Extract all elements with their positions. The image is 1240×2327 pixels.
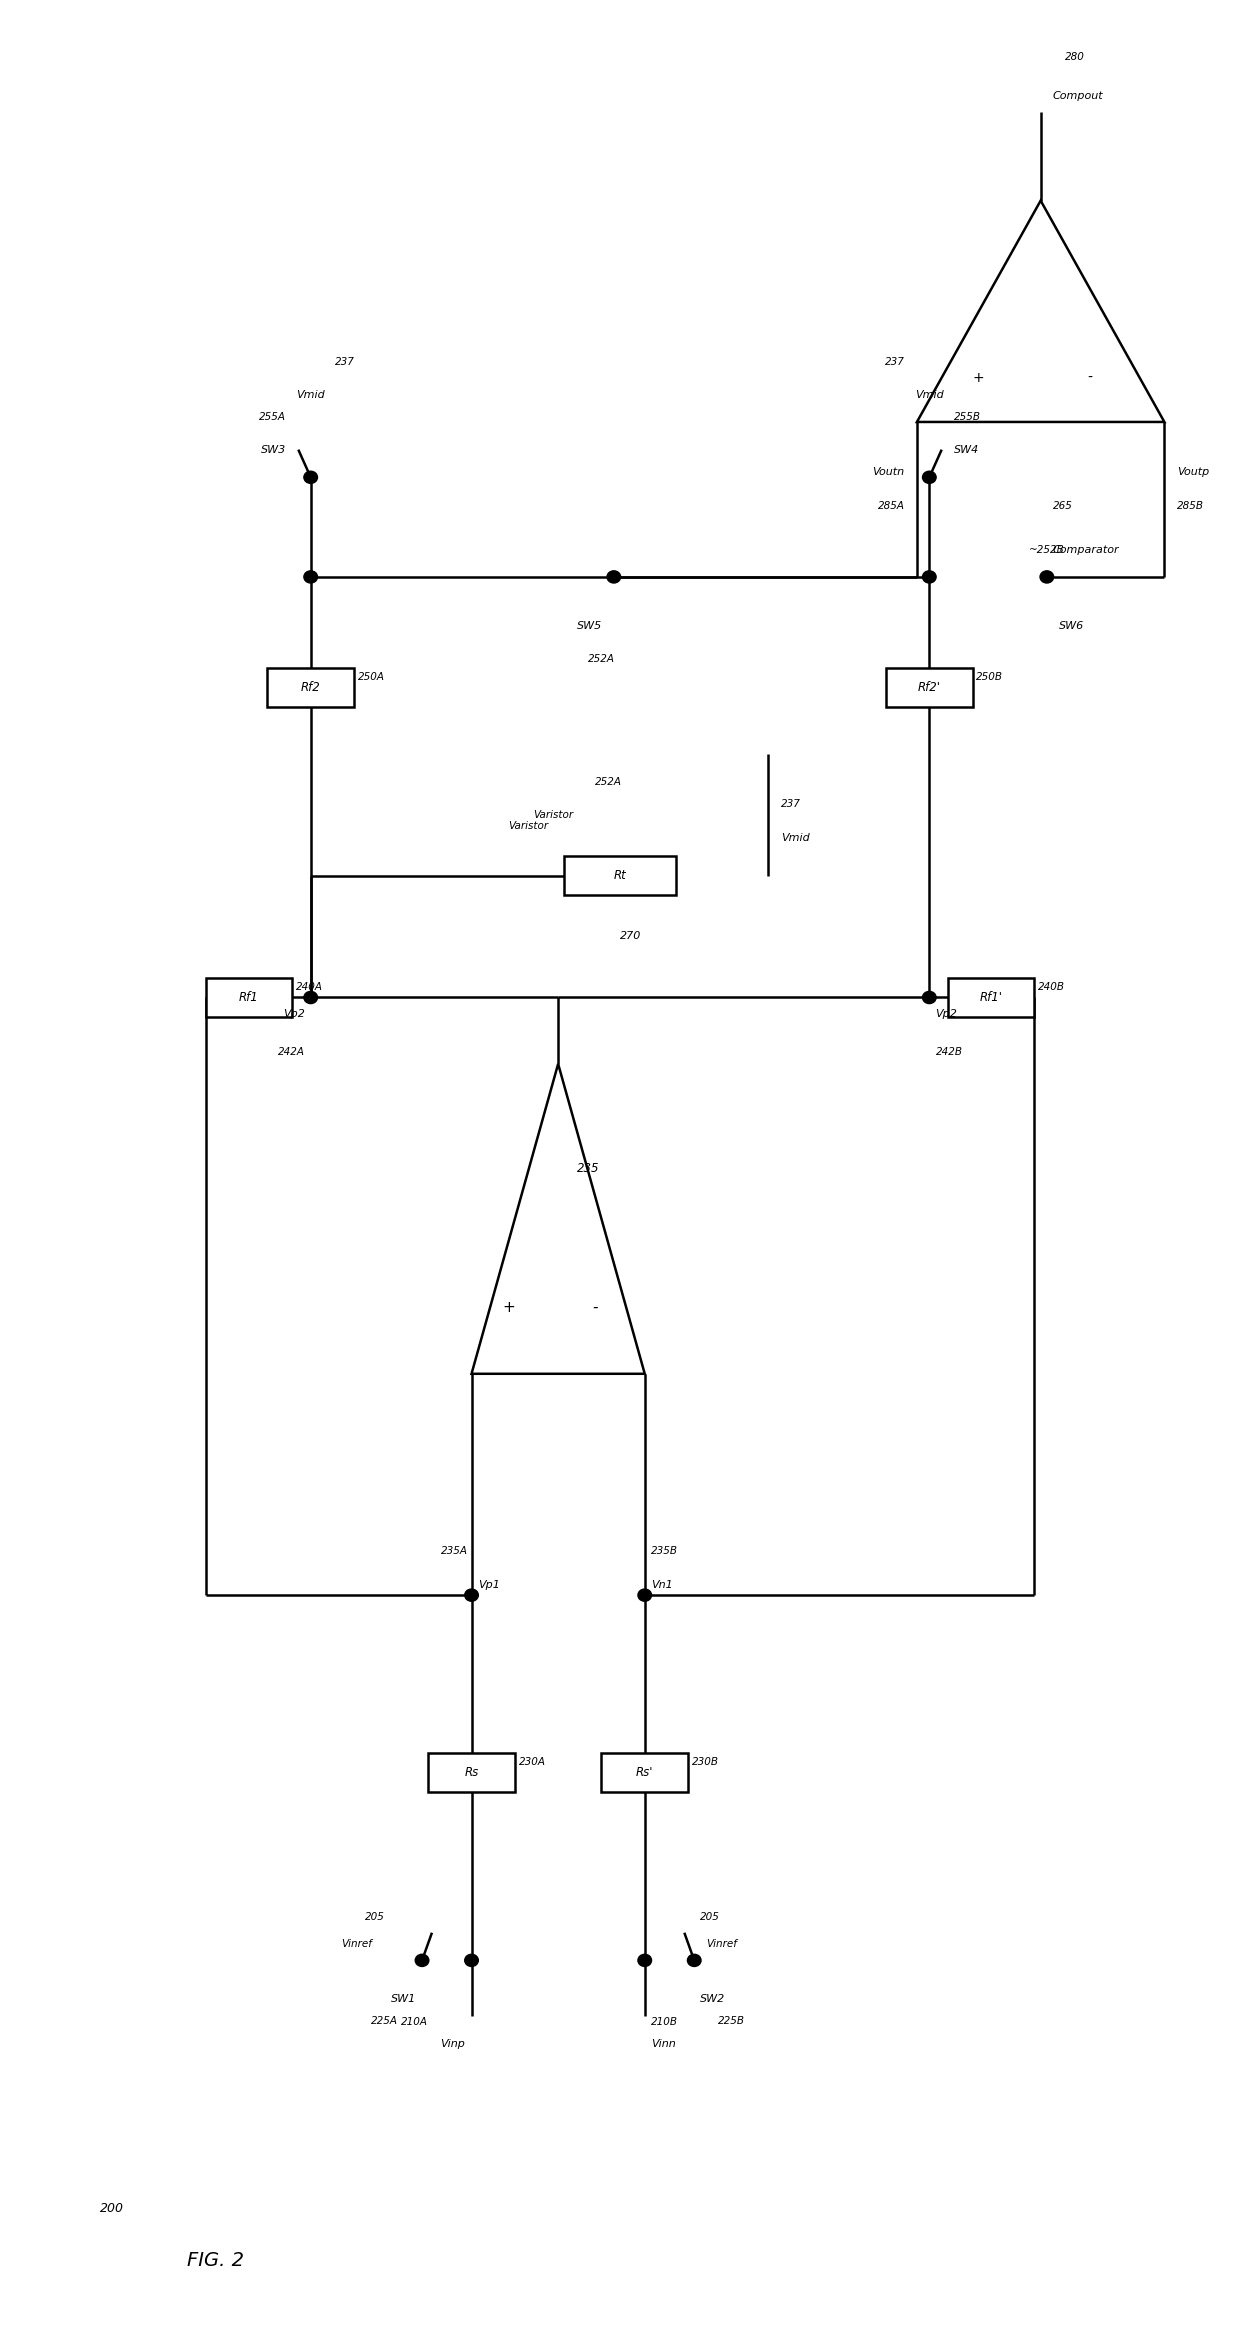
Circle shape bbox=[923, 570, 936, 584]
Circle shape bbox=[637, 1589, 651, 1601]
Text: Vinref: Vinref bbox=[342, 1938, 372, 1950]
Text: 265: 265 bbox=[1053, 500, 1073, 510]
Text: 242A: 242A bbox=[278, 1047, 305, 1056]
Circle shape bbox=[637, 1955, 651, 1966]
Text: Vp2: Vp2 bbox=[283, 1008, 305, 1019]
Circle shape bbox=[304, 991, 317, 1003]
Text: 230B: 230B bbox=[692, 1757, 719, 1766]
Text: Vinp: Vinp bbox=[440, 2038, 465, 2048]
Text: 235A: 235A bbox=[441, 1547, 467, 1557]
Text: Rf1: Rf1 bbox=[239, 991, 259, 1003]
Text: 225A: 225A bbox=[372, 2015, 398, 2027]
Circle shape bbox=[923, 991, 936, 1003]
Text: 250B: 250B bbox=[976, 673, 1003, 682]
Text: -: - bbox=[593, 1301, 598, 1315]
Text: 205: 205 bbox=[701, 1913, 720, 1922]
Text: 235B: 235B bbox=[651, 1547, 678, 1557]
Text: Vn1: Vn1 bbox=[651, 1580, 672, 1589]
Text: Vp2: Vp2 bbox=[935, 1008, 957, 1019]
Text: Rf2: Rf2 bbox=[301, 682, 321, 693]
Text: 240A: 240A bbox=[296, 982, 322, 991]
Text: 237: 237 bbox=[336, 356, 356, 368]
Circle shape bbox=[304, 570, 317, 584]
Text: Vinn: Vinn bbox=[651, 2038, 676, 2048]
Text: Varistor: Varistor bbox=[508, 821, 549, 831]
Text: 200: 200 bbox=[100, 2201, 124, 2215]
Text: Comparator: Comparator bbox=[1053, 545, 1120, 554]
Circle shape bbox=[304, 470, 317, 484]
Text: SW2: SW2 bbox=[701, 1994, 725, 2004]
Text: FIG. 2: FIG. 2 bbox=[187, 2250, 244, 2271]
Polygon shape bbox=[471, 1063, 645, 1373]
Circle shape bbox=[465, 1955, 479, 1966]
Text: SW3: SW3 bbox=[260, 444, 286, 456]
Text: SW1: SW1 bbox=[391, 1994, 417, 2004]
Text: +: + bbox=[973, 370, 985, 384]
Text: Vmid: Vmid bbox=[915, 391, 944, 400]
Bar bbox=[564, 856, 676, 896]
Text: -: - bbox=[1087, 370, 1092, 384]
Text: 210A: 210A bbox=[402, 2018, 428, 2027]
Text: Vinref: Vinref bbox=[707, 1938, 738, 1950]
Text: 237: 237 bbox=[884, 356, 904, 368]
Text: Rs': Rs' bbox=[636, 1766, 653, 1778]
Text: Rt: Rt bbox=[614, 870, 626, 882]
Text: Voutp: Voutp bbox=[1177, 468, 1209, 477]
Text: 242B: 242B bbox=[935, 1047, 962, 1056]
Text: 205: 205 bbox=[365, 1913, 384, 1922]
Text: Vmid: Vmid bbox=[296, 391, 325, 400]
Text: 252A: 252A bbox=[588, 654, 615, 666]
Text: 240B: 240B bbox=[1038, 982, 1065, 991]
Polygon shape bbox=[916, 200, 1164, 421]
Text: SW4: SW4 bbox=[954, 444, 980, 456]
Text: 210B: 210B bbox=[651, 2018, 678, 2027]
Bar bbox=[887, 668, 972, 707]
Bar bbox=[601, 1752, 688, 1792]
Bar bbox=[268, 668, 353, 707]
Text: Rf2': Rf2' bbox=[918, 682, 941, 693]
Bar bbox=[206, 977, 293, 1017]
Text: Compout: Compout bbox=[1053, 91, 1104, 100]
Text: 270: 270 bbox=[620, 931, 641, 940]
Circle shape bbox=[1040, 570, 1054, 584]
Text: 235: 235 bbox=[577, 1161, 599, 1175]
Text: 280: 280 bbox=[1065, 51, 1085, 63]
Text: Varistor: Varistor bbox=[533, 810, 574, 821]
Circle shape bbox=[465, 1589, 479, 1601]
Text: 252A: 252A bbox=[595, 777, 622, 787]
Text: Rs: Rs bbox=[465, 1766, 479, 1778]
Text: 250A: 250A bbox=[357, 673, 384, 682]
Text: 225B: 225B bbox=[718, 2015, 745, 2027]
Circle shape bbox=[923, 470, 936, 484]
Text: +: + bbox=[502, 1301, 515, 1315]
Circle shape bbox=[415, 1955, 429, 1966]
Text: Rf1': Rf1' bbox=[980, 991, 1003, 1003]
Bar bbox=[947, 977, 1034, 1017]
Text: 285A: 285A bbox=[878, 500, 904, 510]
Text: 285B: 285B bbox=[1177, 500, 1204, 510]
Text: ~252B: ~252B bbox=[1029, 545, 1065, 554]
Text: Vmid: Vmid bbox=[781, 833, 810, 842]
Text: SW5: SW5 bbox=[577, 621, 601, 631]
Circle shape bbox=[687, 1955, 701, 1966]
Text: SW6: SW6 bbox=[1059, 621, 1084, 631]
Text: 230A: 230A bbox=[518, 1757, 546, 1766]
Circle shape bbox=[608, 570, 620, 584]
Text: 255A: 255A bbox=[259, 412, 286, 421]
Text: Voutn: Voutn bbox=[873, 468, 904, 477]
Text: 255B: 255B bbox=[954, 412, 981, 421]
Text: 237: 237 bbox=[781, 800, 801, 810]
Bar bbox=[428, 1752, 515, 1792]
Text: Vp1: Vp1 bbox=[477, 1580, 500, 1589]
